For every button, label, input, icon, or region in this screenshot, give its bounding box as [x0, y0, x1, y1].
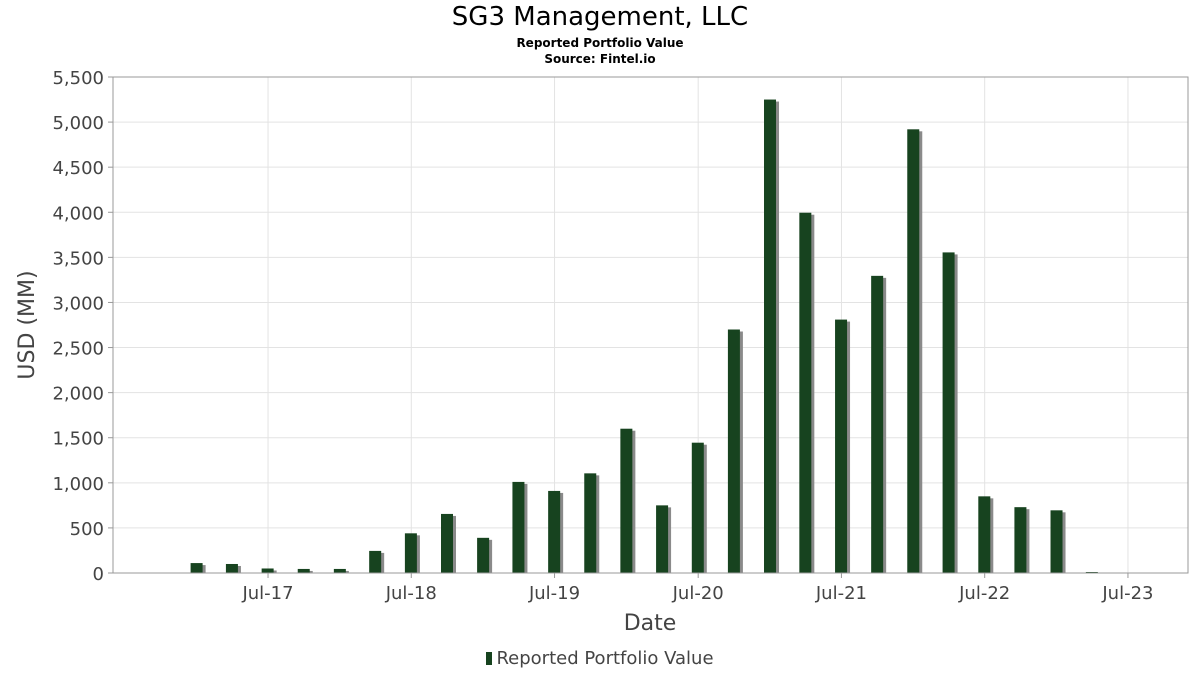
y-tick-label: 4,000: [52, 203, 104, 224]
bar: [225, 563, 238, 573]
bar: [297, 568, 310, 573]
bar: [404, 533, 417, 573]
legend-label: Reported Portfolio Value: [496, 648, 714, 669]
bar: [477, 537, 490, 573]
bar: [727, 329, 740, 573]
y-axis-label: USD (MM): [15, 270, 40, 379]
bar: [942, 252, 955, 574]
bar: [978, 496, 991, 573]
legend: Reported Portfolio Value: [0, 648, 1200, 669]
bar: [620, 428, 633, 573]
chart-source: Source: Fintel.io: [544, 52, 656, 66]
bar: [1014, 507, 1027, 573]
bar: [261, 568, 274, 573]
bar: [907, 129, 920, 573]
x-axis: Jul-17 Jul-18 Jul-19 Jul-20 Jul-21 Jul-22 Jul-…: [241, 573, 1154, 604]
x-tick-label: Jul-18: [385, 583, 437, 604]
y-axis: 0 500 1,000 1,500 2,000 2,500 3,000 3,500 4,000 4…: [52, 68, 113, 585]
bar: [190, 563, 203, 573]
bar: [512, 481, 525, 573]
bar: [1050, 510, 1063, 573]
y-tick-label: 3,000: [52, 293, 104, 314]
y-tick-label: 1,500: [52, 429, 104, 450]
x-tick-label: Jul-23: [1101, 583, 1153, 604]
bar: [333, 568, 346, 573]
legend-swatch: [486, 652, 493, 665]
y-tick-label: 3,500: [52, 248, 104, 269]
y-tick-label: 5,000: [52, 113, 104, 134]
bar: [584, 473, 597, 573]
y-tick-label: 0: [93, 564, 104, 585]
bar: [548, 490, 561, 573]
bar: [440, 513, 453, 573]
plot-frame: [112, 76, 1189, 574]
x-axis-label: Date: [624, 611, 677, 636]
bar: [835, 319, 848, 573]
y-tick-label: 1,000: [52, 474, 104, 495]
y-tick-label: 2,500: [52, 339, 104, 360]
x-tick-label: Jul-19: [528, 583, 580, 604]
x-tick-label: Jul-21: [815, 583, 867, 604]
chart-subtitle: Reported Portfolio Value: [516, 36, 684, 50]
y-tick-label: 500: [70, 519, 104, 540]
x-tick-label: Jul-22: [958, 583, 1010, 604]
bar: [656, 505, 669, 573]
bar: [799, 212, 812, 573]
chart-title: SG3 Management, LLC: [451, 2, 749, 32]
x-tick-label: Jul-20: [672, 583, 724, 604]
y-tick-label: 5,500: [52, 68, 104, 89]
bar: [764, 99, 777, 573]
grid-lines: [113, 76, 1188, 574]
bar: [871, 275, 884, 573]
bar: [691, 442, 704, 573]
y-tick-label: 4,500: [52, 158, 104, 179]
bar: [369, 550, 382, 573]
x-tick-label: Jul-17: [241, 583, 293, 604]
y-tick-label: 2,000: [52, 384, 104, 405]
bars: [190, 99, 1098, 574]
